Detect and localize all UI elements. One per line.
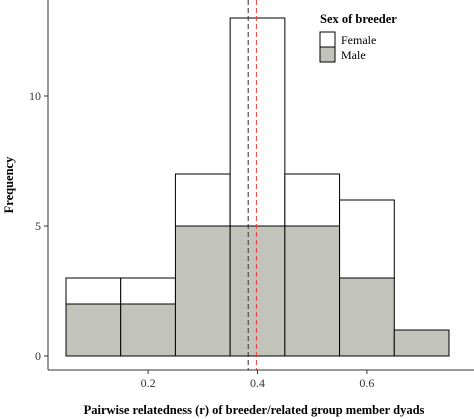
axes-group	[47, 0, 474, 371]
bar-male-3	[229, 225, 286, 357]
x-tick-label-0: 0.2	[141, 376, 156, 390]
legend-key-male	[319, 46, 336, 63]
y-tick-label-1: 5	[35, 219, 41, 233]
bar-male-2	[174, 225, 231, 357]
bar-male-1	[120, 303, 176, 357]
x-tick-label-2: 0.6	[359, 376, 374, 390]
y-tick-label-2: 10	[29, 89, 41, 103]
bar-male-0	[65, 303, 122, 357]
legend-title: Sex of breeder	[320, 12, 397, 26]
y-axis-title: Frequency	[2, 156, 16, 213]
x-tick-label-1: 0.4	[250, 376, 265, 390]
bar-female-3	[229, 17, 286, 227]
reference-lines-group	[247, 0, 257, 370]
legend-label-female: Female	[341, 33, 376, 47]
legend-key-female	[319, 31, 336, 48]
bar-male-5	[339, 277, 395, 357]
x-axis-title: Pairwise relatedness (r) of breeder/rela…	[84, 403, 425, 417]
bar-male-6	[393, 329, 450, 357]
x-ticks-group: 0.2 0.4 0.6	[141, 370, 374, 390]
legend-label-male: Male	[341, 48, 366, 62]
bars-group	[65, 17, 450, 357]
y-tick-label-0: 0	[35, 349, 41, 363]
bar-female-0	[65, 277, 122, 305]
bar-female-4	[284, 173, 341, 227]
bar-female-2	[174, 173, 231, 227]
legend: Sex of breeder Female Male	[319, 12, 397, 63]
bar-female-5	[339, 199, 395, 279]
bar-male-4	[284, 225, 341, 357]
y-ticks-group: 0 5 10	[29, 89, 48, 363]
bar-female-1	[120, 277, 176, 305]
